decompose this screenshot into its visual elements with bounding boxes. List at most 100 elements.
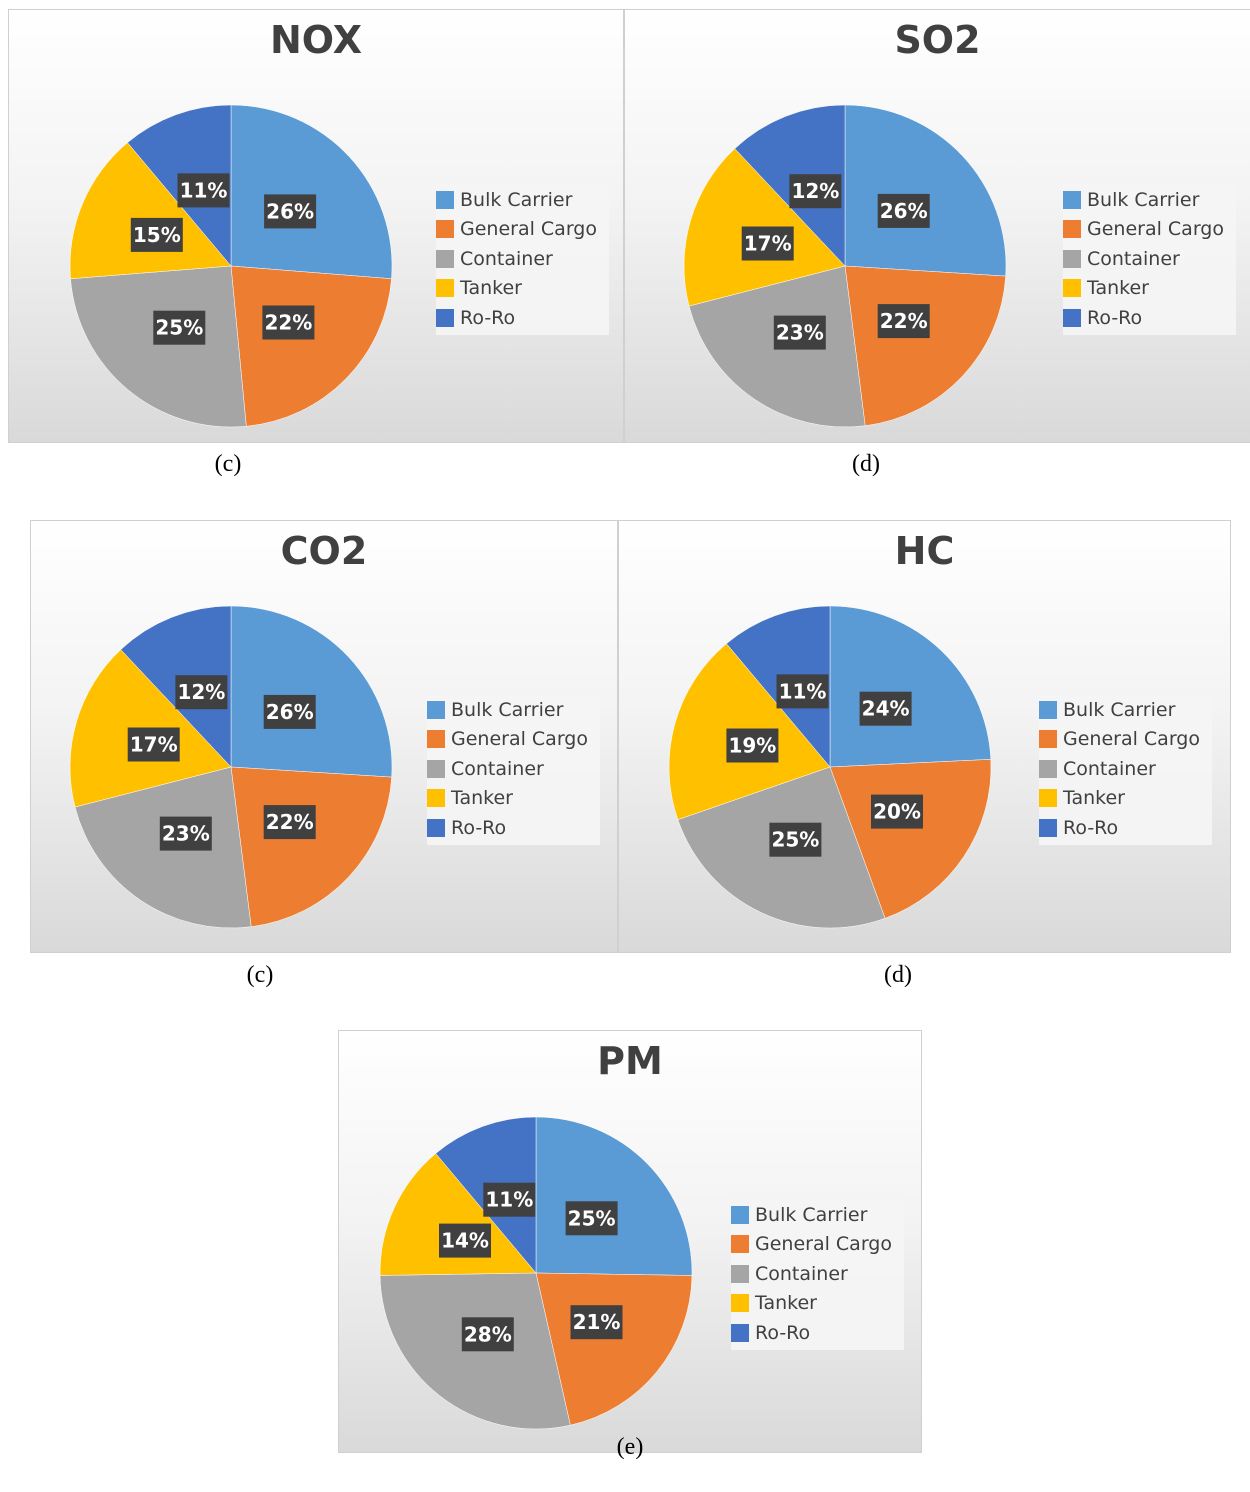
legend-label: Tanker	[1087, 277, 1149, 300]
legend-item-bulk-carrier: Bulk Carrier	[731, 1200, 892, 1230]
chart-legend: Bulk Carrier General Cargo Container Tanker…	[427, 693, 600, 845]
pie-chart-svg: 24% 20% 25% 19% 11%	[668, 605, 992, 929]
chart-legend: Bulk Carrier General Cargo Container Tanker…	[1063, 183, 1236, 335]
legend-item-tanker: Tanker	[731, 1289, 892, 1319]
legend-item-container: Container	[436, 244, 597, 274]
data-label-tanker: 17%	[130, 733, 178, 757]
legend-item-bulk-carrier: Bulk Carrier	[436, 185, 597, 215]
legend-item-bulk-carrier: Bulk Carrier	[427, 695, 588, 725]
legend-item-general-cargo: General Cargo	[731, 1230, 892, 1260]
figure-caption: (c)	[214, 451, 242, 477]
data-label-box	[264, 194, 317, 229]
chart-panel-so2: SO2 26% 22% 23% 17% 12% Bulk Carrier General Ca…	[624, 9, 1250, 443]
data-label-tanker: 19%	[728, 734, 776, 758]
legend-item-general-cargo: General Cargo	[427, 725, 588, 755]
legend-item-container: Container	[1039, 754, 1200, 784]
legend-item-container: Container	[731, 1259, 892, 1289]
legend-label: Ro-Ro	[460, 306, 516, 329]
legend-swatch	[427, 700, 445, 719]
pie-slice-tanker	[69, 142, 232, 280]
pie-slice-general-cargo	[230, 265, 392, 427]
legend-swatch	[427, 818, 445, 837]
legend-swatch	[731, 1235, 749, 1254]
legend-label: Ro-Ro	[755, 1321, 811, 1344]
data-label-box	[789, 174, 842, 209]
figure-caption: (d)	[884, 962, 912, 988]
data-label-tanker: 15%	[133, 223, 181, 247]
figure-caption: (e)	[616, 1434, 644, 1460]
legend-item-bulk-carrier: Bulk Carrier	[1063, 185, 1224, 215]
data-label-ro-ro: 11%	[180, 178, 228, 202]
legend-label: Tanker	[460, 277, 522, 300]
data-label-general-cargo: 22%	[266, 810, 314, 834]
legend-label: Tanker	[1063, 787, 1125, 810]
legend-swatch	[1063, 249, 1081, 268]
chart-panel-nox: NOX 26% 22% 25% 15% 11% Bulk Carrier General Ca…	[8, 9, 624, 443]
pie-slice-tanker	[379, 1153, 537, 1276]
pie-slice-container	[70, 265, 247, 428]
legend-label: Container	[755, 1262, 848, 1285]
legend-swatch	[436, 220, 454, 239]
data-label-container: 25%	[771, 828, 819, 852]
pie-slice-bulk-carrier	[535, 1116, 693, 1276]
legend-label: Container	[460, 247, 553, 270]
pie-slice-general-cargo	[829, 759, 992, 919]
data-label-tanker: 14%	[441, 1229, 489, 1253]
data-label-container: 25%	[155, 316, 203, 340]
legend-label: Bulk Carrier	[460, 188, 573, 211]
legend-swatch	[436, 308, 454, 327]
data-label-box	[130, 217, 183, 252]
legend-item-ro-ro: Ro-Ro	[1039, 813, 1200, 843]
legend-swatch	[1063, 279, 1081, 298]
chart-panel-co2: CO2 26% 22% 23% 17% 12% Bulk Carrier General Ca…	[30, 520, 618, 953]
legend-item-general-cargo: General Cargo	[436, 215, 597, 245]
legend-swatch	[1039, 730, 1057, 749]
legend-item-bulk-carrier: Bulk Carrier	[1039, 695, 1200, 725]
pie-slice-general-cargo	[844, 265, 1006, 427]
legend-swatch	[427, 730, 445, 749]
legend-label: General Cargo	[1063, 728, 1200, 751]
legend-label: Ro-Ro	[1063, 816, 1119, 839]
legend-item-container: Container	[1063, 244, 1224, 274]
data-label-box	[177, 173, 230, 208]
data-label-ro-ro: 12%	[177, 680, 225, 704]
legend-swatch	[1039, 818, 1057, 837]
legend-label: Bulk Carrier	[755, 1203, 868, 1226]
data-label-box	[773, 315, 826, 350]
data-label-box	[570, 1305, 623, 1340]
legend-item-tanker: Tanker	[1063, 274, 1224, 304]
data-label-ro-ro: 11%	[485, 1188, 533, 1212]
pie-slice-bulk-carrier	[230, 104, 393, 280]
legend-swatch	[1039, 700, 1057, 719]
pie-chart-svg: 26% 22% 23% 17% 12%	[69, 605, 393, 929]
legend-label: Ro-Ro	[1087, 306, 1143, 329]
data-label-bulk-carrier: 24%	[862, 697, 910, 721]
legend-item-tanker: Tanker	[1039, 784, 1200, 814]
data-label-box	[769, 822, 822, 857]
legend-swatch	[436, 190, 454, 209]
legend-swatch	[1063, 308, 1081, 327]
data-label-ro-ro: 11%	[779, 679, 827, 703]
pie-slice-bulk-carrier	[230, 605, 393, 778]
legend-item-ro-ro: Ro-Ro	[731, 1318, 892, 1348]
pie-slice-general-cargo	[230, 766, 392, 928]
legend-swatch	[731, 1323, 749, 1342]
legend-label: General Cargo	[451, 728, 588, 751]
legend-item-tanker: Tanker	[436, 274, 597, 304]
legend-label: Bulk Carrier	[1087, 188, 1200, 211]
data-label-general-cargo: 22%	[880, 309, 928, 333]
data-label-box	[175, 675, 228, 710]
pie-chart-svg: 25% 21% 28% 14% 11%	[379, 1116, 693, 1430]
chart-panel-pm: PM 25% 21% 28% 14% 11% Bulk Carrier General Car…	[338, 1030, 922, 1453]
chart-legend: Bulk Carrier General Cargo Container Tanker…	[436, 183, 609, 335]
chart-title: HC	[894, 529, 955, 573]
chart-title: PM	[597, 1039, 663, 1083]
data-label-bulk-carrier: 26%	[266, 199, 314, 223]
legend-swatch	[731, 1264, 749, 1283]
legend-label: General Cargo	[460, 218, 597, 241]
pie-chart-svg: 26% 22% 25% 15% 11%	[69, 104, 393, 428]
legend-label: Container	[1087, 247, 1180, 270]
data-label-ro-ro: 12%	[791, 179, 839, 203]
data-label-box	[159, 816, 212, 851]
figure-caption: (c)	[246, 962, 274, 988]
